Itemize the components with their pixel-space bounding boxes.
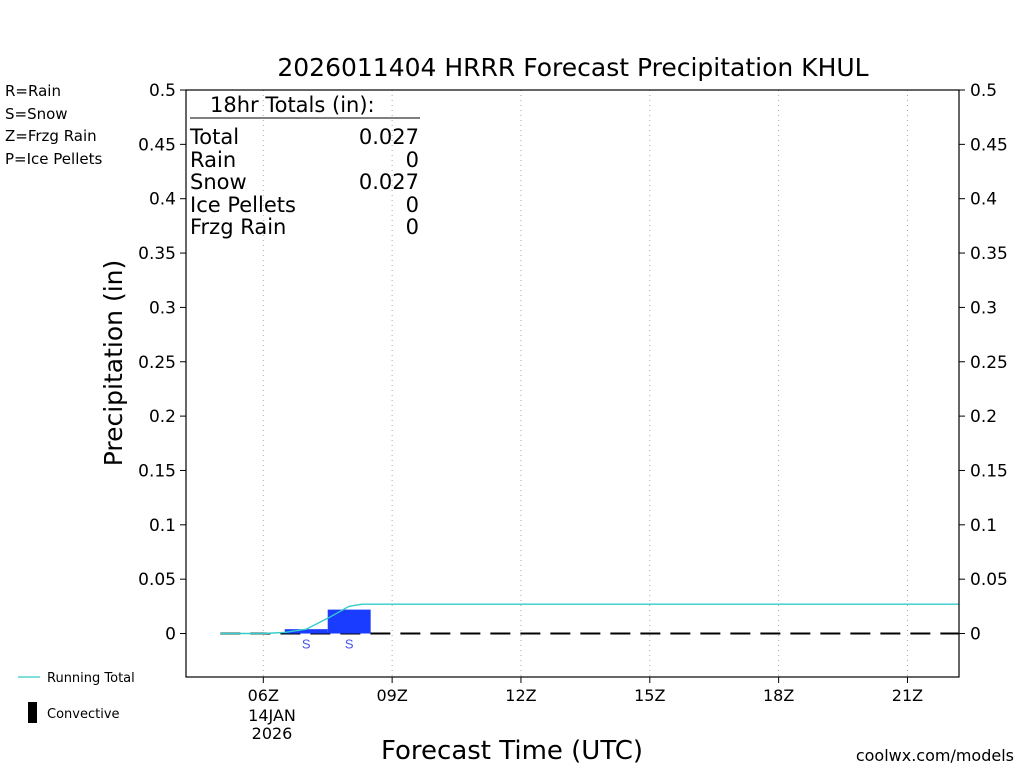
totals-rain-value: 0 [406,148,419,172]
bottom-legend: Running Total Convective [18,671,135,723]
y-axis-left: 0 0.05 0.1 0.15 0.2 0.25 0.3 0.35 0.4 0.45 0.5 [138,81,186,645]
totals-ice-pellets-value: 0 [406,193,419,217]
totals-snow-value: 0.027 [359,170,419,194]
x-tick-label: 18Z [763,686,794,705]
y-tick-label-right: 0.5 [970,81,997,101]
totals-heading: 18hr Totals (in): [210,93,375,117]
plot-frame [185,89,960,678]
y-tick-label-right: 0.4 [970,190,997,210]
y-axis-label: Precipitation (in) [99,260,128,467]
totals-snow-label: Snow [190,170,247,194]
legend-frzg-rain: Z=Frzg Rain [5,127,97,145]
totals-total-label: Total [189,125,239,149]
x-tick-label: 12Z [505,686,536,705]
y-tick-label-left: 0.3 [149,298,176,318]
y-tick-label-right: 0.15 [970,461,1008,481]
totals-frzg-rain-label: Frzg Rain [190,215,286,239]
y-tick-label-left: 0.05 [138,570,176,590]
y-tick-label-left: 0.45 [138,135,176,155]
y-axis-right: 0 0.05 0.1 0.15 0.2 0.25 0.3 0.35 0.4 0.45 0.5 [959,81,1008,645]
y-tick-label-left: 0.15 [138,461,176,481]
snow-bar [284,629,328,634]
legend-rain: R=Rain [5,82,61,100]
date-label-day: 14JAN [248,706,296,725]
date-label-year: 2026 [252,724,293,743]
totals-rain-label: Rain [190,148,236,172]
convective-legend-label: Convective [47,707,120,722]
credit-text: coolwx.com/models [856,746,1014,765]
x-tick-label: 09Z [376,686,407,705]
y-tick-label-left: 0.4 [149,190,176,210]
y-tick-label-right: 0.45 [970,135,1008,155]
legend-ice-pellets: P=Ice Pellets [5,150,102,168]
x-tick-label: 06Z [248,686,279,705]
snow-bar-mark: S [302,637,311,652]
y-tick-label-right: 0.3 [970,298,997,318]
x-axis-label: Forecast Time (UTC) [381,736,643,766]
precip-type-legend: R=Rain S=Snow Z=Frzg Rain P=Ice Pellets [5,82,102,168]
snow-bar [327,609,371,634]
totals-total-value: 0.027 [359,125,419,149]
y-tick-label-right: 0.35 [970,244,1008,264]
x-tick-label: 15Z [634,686,665,705]
chart-title: 2026011404 HRRR Forecast Precipitation K… [277,53,868,82]
totals-box: 18hr Totals (in): Total 0.027 Rain 0 Sno… [189,93,420,239]
y-tick-label-right: 0.05 [970,570,1008,590]
y-tick-label-left: 0.1 [149,516,176,536]
y-tick-label-right: 0.1 [970,516,997,536]
running-total-series [220,603,959,635]
y-tick-label-left: 0 [165,625,176,645]
totals-frzg-rain-value: 0 [406,215,419,239]
snow-bar-mark: S [345,637,354,652]
y-tick-label-left: 0.35 [138,244,176,264]
y-tick-label-right: 0.2 [970,407,997,427]
legend-snow: S=Snow [5,105,68,123]
x-axis: 06Z 09Z 12Z 15Z 18Z 21Z [248,677,923,705]
y-tick-label-right: 0 [970,625,981,645]
running-total-legend-label: Running Total [47,671,135,686]
convective-legend-swatch [28,702,37,723]
y-tick-label-left: 0.2 [149,407,176,427]
y-tick-label-right: 0.25 [970,353,1008,373]
y-tick-label-left: 0.25 [138,353,176,373]
x-tick-label: 21Z [892,686,923,705]
running-total-line [220,603,959,635]
totals-ice-pellets-label: Ice Pellets [190,193,296,217]
y-tick-label-left: 0.5 [149,81,176,101]
